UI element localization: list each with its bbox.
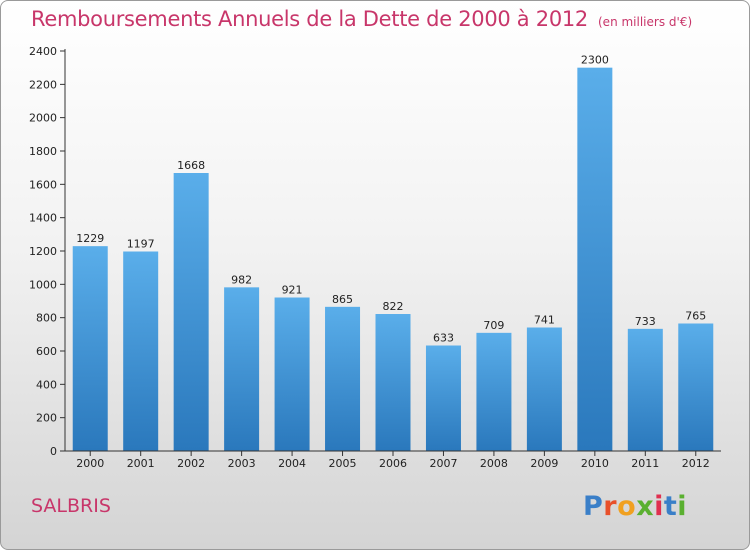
value-label-2003: 982 bbox=[231, 273, 252, 286]
x-tick-label-2002: 2002 bbox=[177, 457, 205, 470]
x-tick-label-2011: 2011 bbox=[631, 457, 659, 470]
x-tick-label-2004: 2004 bbox=[278, 457, 306, 470]
value-label-2000: 1229 bbox=[76, 232, 104, 245]
value-label-2012: 765 bbox=[685, 310, 706, 323]
bar-2005 bbox=[325, 306, 361, 451]
x-tick-label-2012: 2012 bbox=[682, 457, 710, 470]
value-label-2005: 865 bbox=[332, 293, 353, 306]
bars: 1229 1197 1668 982 921 865 822 633 709 741 2300 733… bbox=[72, 54, 714, 452]
y-tick-label: 1000 bbox=[29, 278, 57, 291]
bar-2001 bbox=[123, 251, 159, 451]
y-tick-label: 2200 bbox=[29, 78, 57, 91]
brand-letter: P bbox=[583, 491, 604, 522]
x-axis: 2000 2001 2002 2003 2004 2005 2006 2007 2008 2009… bbox=[65, 450, 721, 470]
bar-2009 bbox=[526, 327, 562, 451]
value-label-2006: 822 bbox=[383, 300, 404, 313]
y-tick-label: 1200 bbox=[29, 245, 57, 258]
value-label-2002: 1668 bbox=[177, 159, 205, 172]
y-tick-label: 1600 bbox=[29, 178, 57, 191]
x-tick-label-2000: 2000 bbox=[76, 457, 104, 470]
y-tick-label: 400 bbox=[36, 378, 57, 391]
brand-letter: i bbox=[677, 491, 688, 522]
bar-2007 bbox=[425, 345, 461, 451]
x-tick-label-2005: 2005 bbox=[329, 457, 357, 470]
bar-2002 bbox=[173, 173, 209, 451]
x-tick-label-2003: 2003 bbox=[228, 457, 256, 470]
value-label-2011: 733 bbox=[635, 315, 656, 328]
bar-2008 bbox=[476, 332, 512, 451]
y-tick-label: 2000 bbox=[29, 112, 57, 125]
value-label-2010: 2300 bbox=[581, 54, 609, 67]
y-tick-label: 200 bbox=[36, 412, 57, 425]
x-tick-label-2009: 2009 bbox=[530, 457, 558, 470]
chart-title: Remboursements Annuels de la Dette de 20… bbox=[31, 7, 588, 31]
title-row: Remboursements Annuels de la Dette de 20… bbox=[31, 7, 692, 31]
x-tick-label-2007: 2007 bbox=[429, 457, 457, 470]
bar-2011 bbox=[627, 328, 663, 451]
value-label-2007: 633 bbox=[433, 332, 454, 345]
bar-2003 bbox=[224, 287, 260, 451]
commune-name: SALBRIS bbox=[31, 495, 111, 517]
y-tick-label: 600 bbox=[36, 345, 57, 358]
brand-letter: r bbox=[603, 491, 618, 522]
brand-letter: t bbox=[663, 491, 678, 522]
y-tick-label: 1400 bbox=[29, 212, 57, 225]
brand-letter: o bbox=[617, 491, 637, 522]
x-tick-label-2001: 2001 bbox=[127, 457, 155, 470]
x-tick-label-2006: 2006 bbox=[379, 457, 407, 470]
y-axis: 0 200 400 600 800 1000 1200 1400 1600 1800 2000 220… bbox=[29, 45, 66, 458]
bar-2004 bbox=[274, 297, 310, 451]
y-tick-label: 1800 bbox=[29, 145, 57, 158]
chart-subtitle: (en milliers d'€) bbox=[598, 15, 693, 29]
value-label-2008: 709 bbox=[483, 319, 504, 332]
x-tick-label-2010: 2010 bbox=[581, 457, 609, 470]
y-tick-label: 2400 bbox=[29, 45, 57, 58]
value-label-2001: 1197 bbox=[127, 238, 155, 251]
brand-logo: Proxiti bbox=[583, 491, 687, 522]
y-tick-label: 800 bbox=[36, 312, 57, 325]
bar-2006 bbox=[375, 314, 411, 451]
x-tick-label-2008: 2008 bbox=[480, 457, 508, 470]
value-label-2004: 921 bbox=[282, 284, 303, 297]
bar-2000 bbox=[72, 246, 108, 451]
brand-letter: x bbox=[636, 491, 655, 522]
value-label-2009: 741 bbox=[534, 314, 555, 327]
brand-letter: i bbox=[654, 491, 664, 522]
bar-2012 bbox=[678, 323, 714, 451]
bar-2010 bbox=[577, 67, 613, 452]
y-tick-label: 0 bbox=[50, 445, 57, 458]
